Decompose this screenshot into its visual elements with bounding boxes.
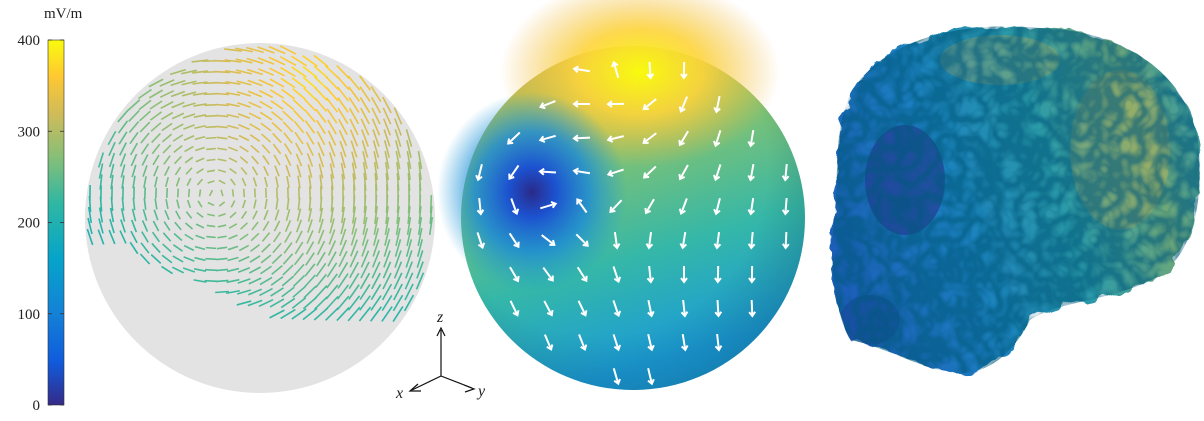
arrow <box>205 281 218 282</box>
arrow <box>244 189 245 197</box>
arrow <box>205 116 217 117</box>
tick-label: 0 <box>33 398 41 414</box>
figure: mV/m 0 100 200 300 400 z x y <box>0 0 1204 416</box>
axis-triad <box>410 328 474 392</box>
page: mV/m 0100200300400 z x y (() => { cons <box>0 0 1204 416</box>
arrow <box>206 138 217 139</box>
arrow <box>216 280 229 281</box>
arrow <box>206 149 216 150</box>
arrow <box>207 225 215 226</box>
arrow <box>189 189 190 197</box>
shading <box>461 46 805 390</box>
color-sphere <box>437 0 805 390</box>
tick-label: 200 <box>18 216 41 232</box>
axis-label-z: z <box>436 309 444 326</box>
tick-label: 300 <box>18 124 41 140</box>
arrow-sphere <box>85 43 435 393</box>
arrow <box>206 237 215 238</box>
colorbar-unit: mV/m <box>44 6 83 22</box>
arrow <box>216 115 228 116</box>
tick-label: 400 <box>18 33 41 49</box>
axis-label-x: x <box>395 385 403 402</box>
axis-label-y: y <box>476 383 486 400</box>
tick-label: 100 <box>18 307 41 323</box>
arrow <box>205 127 216 128</box>
arrow <box>205 270 217 271</box>
arrow <box>216 269 228 270</box>
arrow <box>205 259 216 260</box>
arrow <box>207 159 216 160</box>
arrow <box>206 248 216 249</box>
brain-surface <box>820 15 1204 385</box>
arrow <box>233 189 234 196</box>
arrow <box>215 104 228 105</box>
arrow <box>200 189 201 196</box>
